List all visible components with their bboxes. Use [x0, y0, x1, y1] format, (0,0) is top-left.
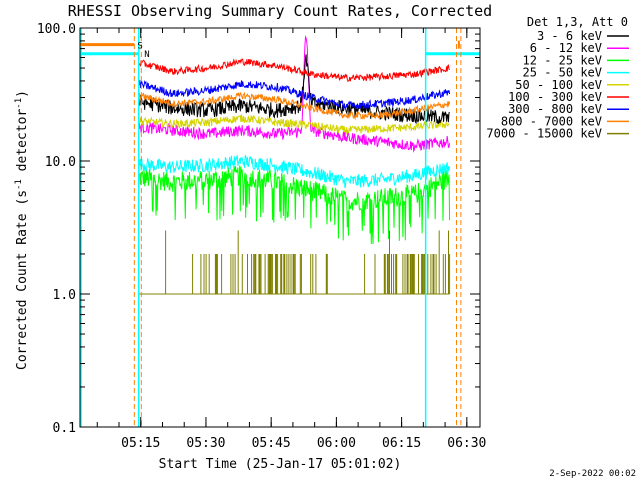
y-tick-label: 1.0 — [53, 288, 76, 303]
y-tick-label: 100.0 — [37, 22, 76, 37]
x-tick-label: 05:15 — [121, 436, 160, 451]
legend-label: 6 - 12 keV — [530, 41, 602, 55]
plot-series — [138, 35, 451, 295]
series-line-6 — [138, 58, 450, 83]
legend-header: Det 1,3, Att 0 — [527, 15, 628, 29]
series-line-7 — [138, 80, 451, 111]
legend-label: 12 - 25 keV — [523, 53, 602, 67]
plot-annotations: SN — [80, 28, 480, 427]
x-axis: 05:15 05:30 05:45 06:00 06:15 06:30 — [96, 28, 486, 451]
series-line-1 — [138, 54, 450, 125]
plot-frame — [79, 27, 481, 428]
legend-label: 7000 - 15000 keV — [486, 127, 602, 141]
s-marker-label: S — [137, 42, 142, 52]
y-axis-label-part2: detector — [15, 109, 30, 180]
n-marker-label: N — [144, 50, 149, 60]
series-line-4 — [138, 154, 451, 189]
x-axis-label: Start Time (25-Jan-17 05:01:02) — [159, 457, 402, 472]
footer-date: 2-Sep-2022 00:02 — [549, 469, 636, 479]
legend-label: 3 - 6 keV — [537, 29, 602, 43]
y-axis-label-part3: ) — [15, 90, 30, 98]
series-line-2 — [138, 35, 451, 153]
y-tick-label: 0.1 — [53, 421, 76, 436]
legend-label: 50 - 100 keV — [515, 78, 602, 92]
series-line-9 — [138, 230, 451, 295]
y-axis: 100.0 10.0 1.0 0.1 — [37, 22, 480, 436]
chart-title: RHESSI Observing Summary Count Rates, Co… — [68, 2, 492, 20]
legend-label: 25 - 50 keV — [523, 66, 602, 80]
x-tick-label: 05:45 — [252, 436, 291, 451]
series-line-8 — [138, 91, 451, 121]
x-tick-label: 05:30 — [186, 436, 225, 451]
y-axis-label: Corrected Count Rate (s-1 detector-1) — [14, 90, 30, 370]
y-tick-label: 10.0 — [45, 155, 76, 170]
series-line-3 — [138, 165, 451, 245]
x-tick-label: 06:15 — [382, 436, 421, 451]
x-tick-label: 06:00 — [317, 436, 356, 451]
legend-label: 100 - 300 keV — [508, 90, 602, 104]
x-tick-label: 06:30 — [447, 436, 486, 451]
legend-label: 800 - 7000 keV — [501, 114, 602, 128]
legend-label: 300 - 800 keV — [508, 102, 602, 116]
y-axis-label-sup1: -1 — [14, 179, 24, 190]
y-axis-label-part1: Corrected Count Rate (s — [15, 190, 30, 370]
series-line-5 — [138, 114, 450, 135]
y-axis-label-sup2: -1 — [14, 98, 24, 109]
